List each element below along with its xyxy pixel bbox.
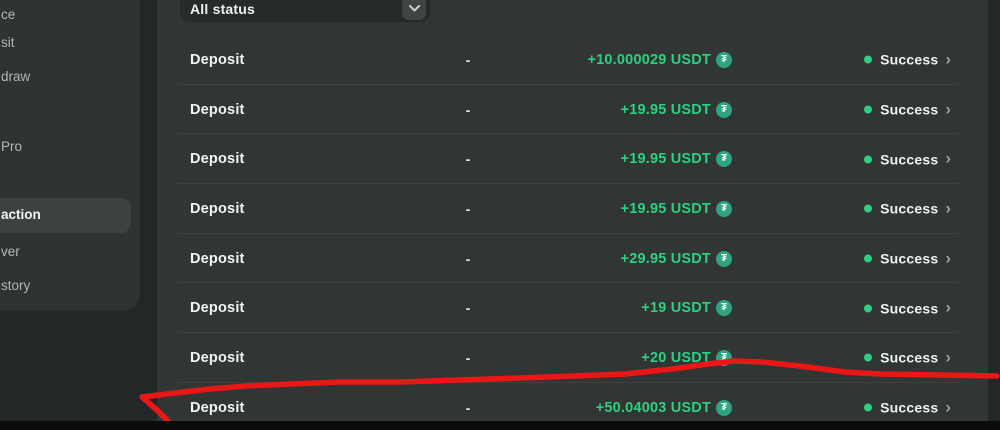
amount-value: +19.95 USDT (620, 101, 711, 118)
transaction-amount: +20 USDT ₮ (641, 349, 732, 366)
transaction-row[interactable]: Deposit - +29.95 USDT ₮ Success › (157, 234, 988, 284)
transaction-type: Deposit (190, 200, 245, 217)
transaction-detail: - (465, 200, 471, 217)
transaction-status[interactable]: Success › (864, 348, 951, 367)
transaction-amount: +19.95 USDT ₮ (620, 151, 732, 168)
sidebar-item-deposit[interactable]: sit (1, 35, 15, 50)
transactions-panel: All status Deposit - +10.000029 USDT ₮ S… (157, 0, 988, 422)
status-dot-icon (864, 403, 873, 412)
status-dot-icon (864, 353, 873, 362)
transaction-status[interactable]: Success › (864, 398, 951, 417)
amount-value: +10.000029 USDT (587, 51, 711, 68)
status-label: Success (880, 51, 939, 68)
transaction-amount: +10.000029 USDT ₮ (587, 51, 732, 68)
chevron-right-icon: › (945, 148, 951, 168)
transaction-row[interactable]: Deposit - +20 USDT ₮ Success › (157, 333, 988, 383)
chevron-right-icon: › (945, 49, 951, 69)
status-dot-icon (864, 55, 873, 64)
transaction-amount: +29.95 USDT ₮ (620, 250, 732, 267)
transaction-row[interactable]: Deposit - +19.95 USDT ₮ Success › (157, 85, 988, 135)
transaction-status[interactable]: Success › (864, 199, 951, 218)
status-dot-icon (864, 254, 873, 263)
tether-icon: ₮ (716, 101, 732, 118)
status-label: Success (880, 250, 939, 267)
transaction-row[interactable]: Deposit - +19.95 USDT ₮ Success › (157, 184, 988, 234)
transaction-type: Deposit (190, 349, 245, 366)
chevron-right-icon: › (945, 397, 951, 417)
sidebar-item-balance[interactable]: ce (1, 7, 16, 22)
transaction-detail: - (465, 399, 471, 416)
transaction-status[interactable]: Success › (864, 50, 951, 69)
transaction-type: Deposit (190, 399, 245, 416)
status-label: Success (880, 300, 939, 317)
status-dot-icon (864, 204, 873, 213)
bottom-black-bar (0, 421, 1000, 430)
sidebar-item-withdraw[interactable]: draw (1, 69, 31, 84)
transaction-list: Deposit - +10.000029 USDT ₮ Success › De… (157, 35, 988, 430)
sidebar-item-history[interactable]: story (1, 278, 31, 293)
transaction-type: Deposit (190, 250, 245, 267)
transaction-type: Deposit (190, 101, 245, 118)
transaction-detail: - (465, 151, 471, 168)
status-label: Success (880, 200, 939, 217)
transaction-row[interactable]: Deposit - +19 USDT ₮ Success › (157, 283, 988, 333)
status-filter-selected-value: All status (190, 1, 256, 17)
transaction-row[interactable]: Deposit - +10.000029 USDT ₮ Success › (157, 35, 988, 85)
transaction-row[interactable]: Deposit - +19.95 USDT ₮ Success › (157, 134, 988, 184)
transaction-amount: +50.04003 USDT ₮ (595, 399, 732, 416)
status-dot-icon (864, 105, 873, 114)
sidebar: ce sit draw Pro action ver story (0, 0, 140, 310)
amount-value: +19 USDT (641, 300, 711, 317)
transaction-amount: +19.95 USDT ₮ (620, 200, 732, 217)
transaction-status[interactable]: Success › (864, 249, 951, 268)
amount-value: +29.95 USDT (620, 250, 711, 267)
amount-value: +20 USDT (641, 349, 711, 366)
sidebar-item-transfer[interactable]: ver (1, 244, 20, 259)
transaction-detail: - (465, 101, 471, 118)
amount-value: +19.95 USDT (620, 151, 711, 168)
transaction-type: Deposit (190, 300, 245, 317)
transaction-type: Deposit (190, 51, 245, 68)
sidebar-item-transaction[interactable]: action (1, 207, 41, 222)
transaction-amount: +19 USDT ₮ (641, 300, 732, 317)
tether-icon: ₮ (716, 300, 732, 317)
status-label: Success (880, 349, 939, 366)
chevron-down-icon[interactable] (402, 0, 426, 20)
transaction-status[interactable]: Success › (864, 150, 951, 169)
status-dot-icon (864, 304, 873, 313)
tether-icon: ₮ (716, 349, 732, 366)
transaction-status[interactable]: Success › (864, 100, 951, 119)
transaction-status[interactable]: Success › (864, 299, 951, 318)
chevron-right-icon: › (945, 297, 951, 317)
transaction-detail: - (465, 250, 471, 267)
amount-value: +50.04003 USDT (595, 399, 711, 416)
transaction-detail: - (465, 300, 471, 317)
status-dot-icon (864, 155, 873, 164)
status-label: Success (880, 101, 939, 118)
sidebar-active-highlight (0, 198, 131, 233)
chevron-right-icon: › (945, 198, 951, 218)
sidebar-item-pro[interactable]: Pro (1, 139, 23, 154)
status-label: Success (880, 399, 939, 416)
transaction-type: Deposit (190, 151, 245, 168)
chevron-right-icon: › (945, 248, 951, 268)
chevron-right-icon: › (945, 99, 951, 119)
tether-icon: ₮ (716, 151, 732, 168)
transaction-detail: - (465, 51, 471, 68)
status-filter-dropdown[interactable]: All status (180, 0, 430, 22)
amount-value: +19.95 USDT (620, 200, 711, 217)
transaction-amount: +19.95 USDT ₮ (620, 101, 732, 118)
tether-icon: ₮ (716, 399, 732, 416)
transaction-detail: - (465, 349, 471, 366)
tether-icon: ₮ (716, 51, 732, 68)
tether-icon: ₮ (716, 250, 732, 267)
chevron-right-icon: › (945, 347, 951, 367)
tether-icon: ₮ (716, 200, 732, 217)
status-label: Success (880, 151, 939, 168)
